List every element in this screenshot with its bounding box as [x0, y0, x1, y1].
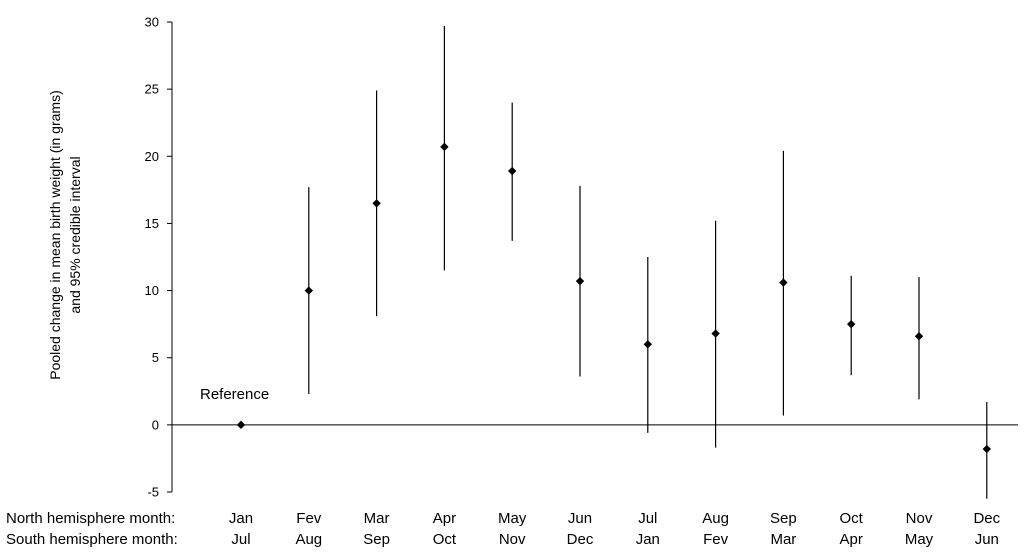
- x-label-south: Jul: [231, 531, 250, 548]
- data-point: [779, 278, 788, 287]
- x-label-north: Jun: [568, 510, 592, 527]
- x-label-north: Apr: [433, 510, 456, 527]
- south-row-label: South hemisphere month:: [6, 531, 178, 548]
- x-label-north: Nov: [906, 510, 933, 527]
- data-point: [847, 319, 856, 329]
- y-tick-label: 0: [152, 417, 159, 432]
- data-point: [440, 142, 449, 152]
- x-label-south: Sep: [363, 531, 390, 548]
- y-tick-label: 25: [145, 82, 159, 97]
- y-axis-title-line2: and 95% credible interval: [67, 156, 83, 313]
- data-point: [914, 332, 924, 341]
- x-label-north: May: [498, 510, 527, 527]
- y-tick-label: 30: [145, 15, 159, 30]
- data-point: [575, 276, 585, 286]
- north-row-label: North hemisphere month:: [6, 510, 175, 527]
- data-point: [982, 444, 991, 454]
- x-label-south: Apr: [840, 531, 863, 548]
- x-label-south: Aug: [295, 531, 322, 548]
- data-point: [508, 166, 517, 176]
- x-label-south: Fev: [703, 531, 729, 548]
- data-point: [236, 420, 246, 430]
- x-label-south: Jun: [975, 531, 999, 548]
- y-tick-label: 20: [145, 149, 159, 164]
- data-point: [711, 329, 720, 338]
- x-label-north: Jan: [229, 510, 253, 527]
- y-tick-label: 5: [152, 350, 159, 365]
- reference-annotation: Reference: [200, 386, 269, 403]
- error-bars: [308, 26, 988, 499]
- points: [236, 142, 991, 454]
- data-point: [304, 286, 313, 295]
- y-ticks: -5 0 5 10 15 20 25 30: [145, 15, 172, 500]
- y-tick-label: 15: [145, 216, 159, 231]
- x-label-south: Jan: [636, 531, 660, 548]
- data-point: [372, 199, 381, 208]
- x-label-north: Aug: [702, 510, 729, 527]
- y-tick-label: 10: [145, 283, 159, 298]
- x-label-south: May: [905, 531, 934, 548]
- x-labels: Jan Fev Mar Apr May Jun Jul Aug Sep Oct Nov Dec Jul A…: [229, 510, 1001, 548]
- y-tick-label: -5: [147, 485, 159, 500]
- x-label-north: Jul: [638, 510, 657, 527]
- x-label-south: Oct: [433, 531, 457, 548]
- x-label-north: Dec: [973, 510, 1000, 527]
- axes: [171, 22, 1018, 492]
- x-label-south: Dec: [567, 531, 594, 548]
- x-label-north: Mar: [364, 510, 390, 527]
- x-label-north: Oct: [840, 510, 864, 527]
- y-axis-title-line1: Pooled change in mean birth weight (in g…: [47, 90, 63, 380]
- data-point: [643, 340, 652, 349]
- x-label-south: Mar: [770, 531, 796, 548]
- x-label-south: Nov: [499, 531, 526, 548]
- x-label-north: Fev: [296, 510, 322, 527]
- x-label-north: Sep: [770, 510, 797, 527]
